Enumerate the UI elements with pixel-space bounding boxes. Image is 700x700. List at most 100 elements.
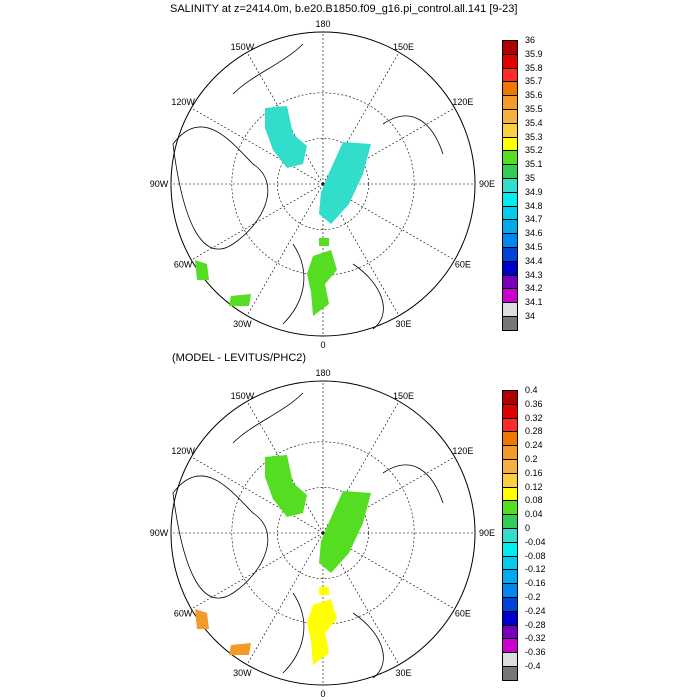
colorbar-label: 35.3 — [525, 131, 543, 142]
colorbar-swatch — [502, 472, 518, 488]
salinity-field-region — [319, 587, 329, 595]
longitude-label: 150W — [231, 42, 255, 52]
colorbar-label: 0.24 — [525, 440, 543, 451]
colorbar-label: -0.28 — [525, 619, 546, 630]
colorbar-label: 35.2 — [525, 145, 543, 156]
coastline — [172, 126, 269, 250]
longitude-label: 120W — [171, 97, 195, 107]
longitude-label: 30W — [233, 319, 252, 329]
colorbar-label: 34.4 — [525, 255, 543, 266]
colorbar-label: 35.5 — [525, 104, 543, 114]
colorbar-label: 35.7 — [525, 76, 543, 87]
colorbar-swatch — [502, 569, 518, 585]
colorbar-label: -0.2 — [525, 592, 541, 602]
colorbar-swatch — [502, 122, 518, 138]
longitude-label: 90W — [150, 179, 169, 189]
colorbar-label: -0.24 — [525, 605, 546, 616]
longitude-label: 120E — [452, 446, 473, 456]
coastline — [382, 115, 444, 155]
colorbar-swatch — [502, 445, 518, 460]
colorbar-label: 34.7 — [525, 214, 543, 225]
longitude-label: 150W — [231, 391, 255, 401]
colorbar-swatch — [502, 81, 518, 97]
meridian-line — [191, 456, 324, 534]
colorbar-label: 0.36 — [525, 398, 543, 409]
colorbar-label: 34.5 — [525, 242, 543, 252]
colorbar-label: 34.8 — [525, 200, 543, 211]
longitude-label: 120W — [171, 446, 195, 456]
longitude-label: 120E — [452, 97, 473, 107]
colorbar-swatch — [502, 260, 518, 276]
colorbar-swatch — [502, 597, 518, 612]
coastline — [232, 43, 304, 95]
colorbar-swatch — [502, 109, 518, 124]
colorbar-swatch — [502, 274, 518, 290]
colorbar-swatch — [502, 40, 518, 55]
colorbar-swatch — [502, 302, 518, 317]
latitude-circle — [231, 92, 415, 276]
bottom-polar-map: 180 90E 0 90W 150W 150E 120W 120E 60W 60E 30W 30E — [150, 368, 495, 699]
top-panel-title: SALINITY at z=2414.0m, b.e20.B1850.f09_g… — [170, 3, 518, 15]
meridian-line — [191, 183, 324, 261]
longitude-label: 90E — [479, 179, 495, 189]
colorbar-swatch — [502, 652, 518, 667]
salinity-field-region — [229, 643, 251, 655]
longitude-label: 60E — [455, 260, 471, 270]
colorbar-label: 0.08 — [525, 495, 543, 506]
salinity-field-region — [265, 455, 307, 517]
salinity-field-region — [319, 142, 371, 224]
colorbar-swatch — [502, 233, 518, 248]
colorbar-label: 35.8 — [525, 62, 543, 73]
salinity-field-region — [319, 238, 329, 246]
longitude-label: 30E — [396, 668, 412, 678]
longitude-label: 0 — [320, 689, 325, 699]
longitude-label: 30E — [396, 319, 412, 329]
longitude-label: 90W — [150, 528, 169, 538]
colorbar-swatch — [502, 486, 518, 502]
colorbar-swatch — [502, 316, 518, 331]
bottom-panel-title: (MODEL - LEVITUS/PHC2) — [172, 352, 307, 364]
colorbar-swatch — [502, 541, 518, 557]
longitude-label: 60W — [174, 260, 193, 270]
salinity-field-region — [307, 250, 337, 316]
longitude-label: 0 — [320, 340, 325, 350]
colorbar-swatch — [502, 164, 518, 179]
colorbar-swatch — [502, 191, 518, 207]
colorbar-swatch — [502, 431, 518, 447]
longitude-label: 180 — [315, 19, 330, 29]
colorbar-label: 0.16 — [525, 467, 543, 478]
colorbar-label: 35.1 — [525, 159, 543, 170]
colorbar-label: 34.2 — [525, 283, 543, 294]
colorbar-label: -0.4 — [525, 661, 541, 671]
top-polar-map: 180 90E 0 90W 150W 150E 120W 120E 60W 60E 30W 30E — [150, 19, 495, 350]
colorbar-label: 34 — [525, 311, 536, 321]
colorbar-label: 35 — [525, 173, 536, 183]
map-boundary — [170, 31, 476, 337]
colorbar-swatch — [502, 403, 518, 419]
colorbar-swatch — [502, 514, 518, 529]
colorbar-label: 36 — [525, 35, 536, 45]
colorbar-label: 34.3 — [525, 269, 543, 280]
colorbar-swatch — [502, 528, 518, 543]
colorbar-label: -0.04 — [525, 536, 546, 547]
longitude-label: 30W — [233, 668, 252, 678]
colorbar-label: 34.1 — [525, 297, 543, 308]
colorbar-label: -0.12 — [525, 564, 546, 575]
colorbar-label: 35.9 — [525, 48, 543, 59]
colorbar-label: -0.08 — [525, 550, 546, 561]
colorbar-swatch — [502, 666, 518, 681]
colorbar-swatch — [502, 247, 518, 262]
colorbar-swatch — [502, 459, 518, 474]
longitude-label: 60E — [455, 609, 471, 619]
colorbar-label: 35.6 — [525, 90, 543, 101]
colorbar-swatch — [502, 136, 518, 152]
colorbar-label: 0.12 — [525, 481, 543, 492]
coastline — [282, 592, 305, 674]
colorbar-label: 0.2 — [525, 454, 538, 464]
coastline — [352, 612, 384, 679]
colorbar-label: 0.4 — [525, 385, 538, 395]
salinity-field-region — [307, 599, 337, 665]
colorbar-swatch — [502, 624, 518, 640]
colorbar-label: 0.32 — [525, 412, 543, 423]
colorbar-swatch — [502, 638, 518, 654]
